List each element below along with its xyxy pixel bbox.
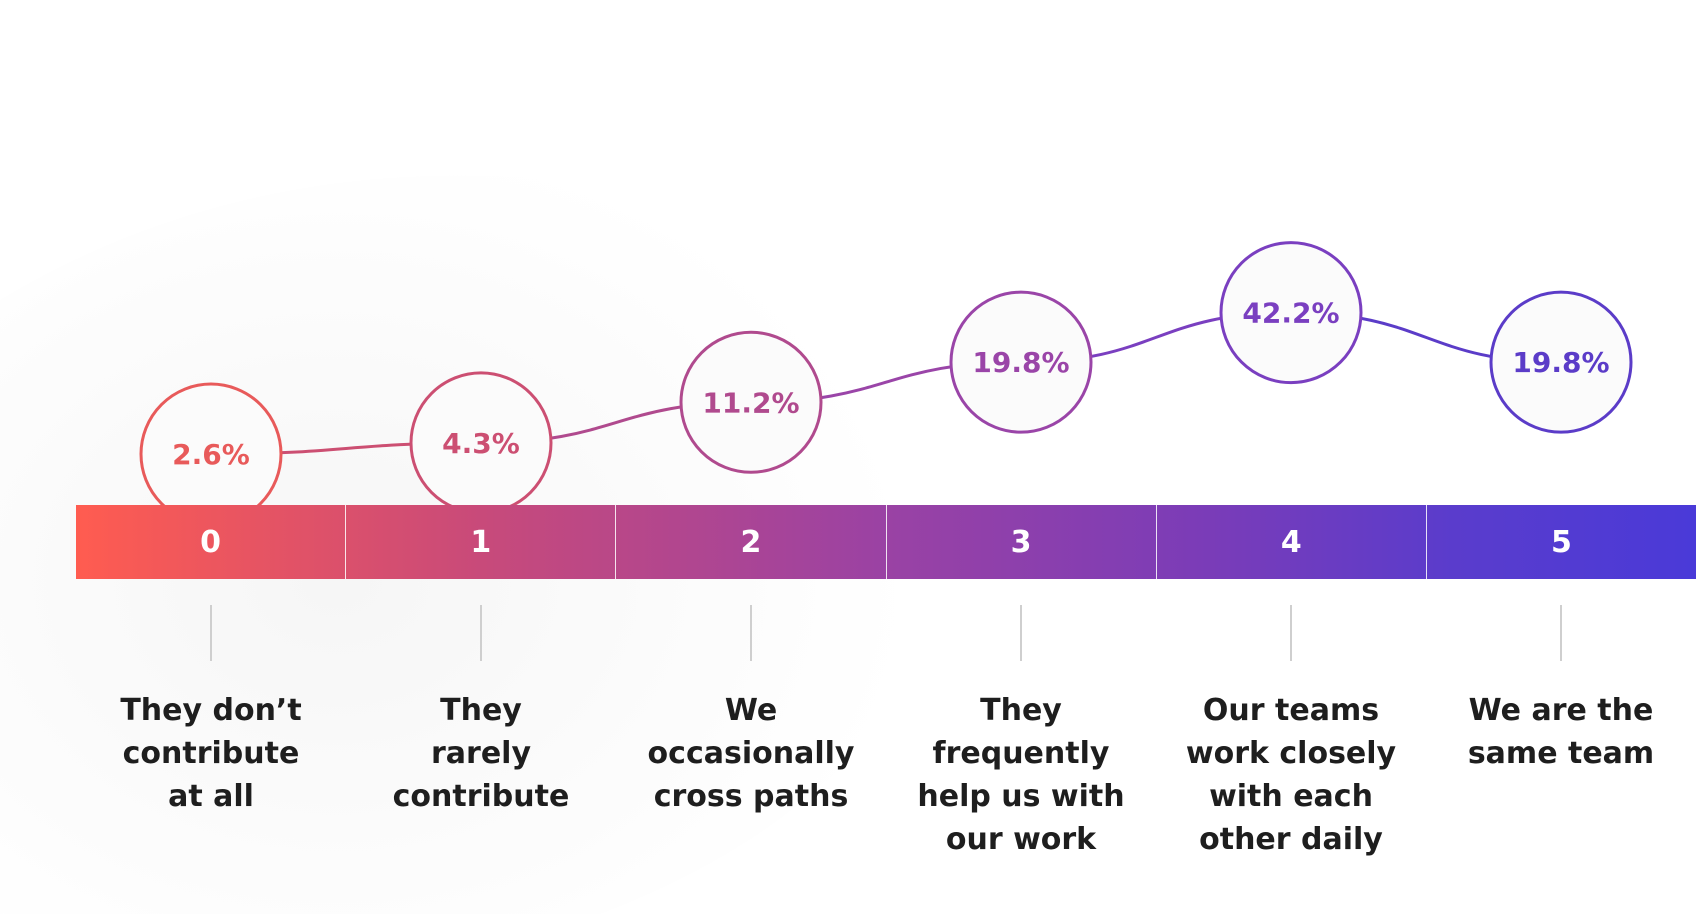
data-label: 2.6% bbox=[172, 438, 250, 471]
tick-line bbox=[1560, 605, 1562, 661]
tick-line bbox=[480, 605, 482, 661]
category-label-line: same team bbox=[1467, 736, 1655, 771]
scale-segment: 2 bbox=[615, 505, 885, 579]
data-label: 19.8% bbox=[972, 346, 1069, 379]
scale-segment: 0 bbox=[200, 524, 222, 560]
category-label-line: help us with bbox=[917, 779, 1125, 814]
category-label: They rarely contribute bbox=[371, 689, 591, 818]
category-labels: They don’t contribute at all They rarely cont… bbox=[76, 605, 1696, 861]
category-label-column: They frequently help us with our work bbox=[886, 605, 1156, 861]
category-label-line: with each bbox=[1209, 779, 1373, 814]
category-label-line: We bbox=[724, 693, 778, 728]
scale-segment: 4 bbox=[1155, 505, 1426, 579]
category-label-column: We are the same team bbox=[1426, 605, 1696, 861]
data-label: 42.2% bbox=[1242, 297, 1339, 330]
point-layer: 2.6% 4.3% 11.2% 19.8% 42.2% 19.8% bbox=[139, 241, 1633, 526]
category-label: They frequently help us with our work bbox=[911, 689, 1131, 861]
category-label: Our teams work closely with each other dail… bbox=[1181, 689, 1401, 861]
category-label-line: They bbox=[440, 693, 522, 728]
category-label-column: They don’t contribute at all bbox=[76, 605, 346, 861]
scale-segment: 5 bbox=[1425, 505, 1696, 579]
category-label-line: rarely bbox=[430, 736, 532, 771]
category-label-column: Our teams work closely with each other dail… bbox=[1156, 605, 1426, 861]
category-label-line: Our teams bbox=[1202, 693, 1380, 728]
category-label-line: other daily bbox=[1199, 822, 1383, 857]
data-point bbox=[1489, 290, 1633, 434]
data-point bbox=[679, 330, 823, 474]
category-label-line: We are the bbox=[1468, 693, 1654, 728]
data-point bbox=[949, 290, 1093, 434]
data-label: 11.2% bbox=[702, 386, 799, 419]
category-label-line: cross paths bbox=[653, 779, 849, 814]
category-label-line: our work bbox=[945, 822, 1097, 857]
category-label-line: frequently bbox=[932, 736, 1110, 771]
category-label-line: They don’t bbox=[120, 693, 302, 728]
category-label-line: contribute bbox=[392, 779, 570, 814]
category-label-line: work closely bbox=[1185, 736, 1397, 771]
category-label-column: They rarely contribute bbox=[346, 605, 616, 861]
category-label-line: occasionally bbox=[647, 736, 855, 771]
data-label: 19.8% bbox=[1512, 346, 1609, 379]
tick-line bbox=[1020, 605, 1022, 661]
category-label: They don’t contribute at all bbox=[101, 689, 321, 818]
category-label-line: They bbox=[980, 693, 1062, 728]
category-label-line: contribute bbox=[122, 736, 300, 771]
scale-segment: 1 bbox=[345, 505, 615, 579]
tick-line bbox=[1290, 605, 1292, 661]
data-label: 4.3% bbox=[442, 427, 520, 460]
category-label: We are the same team bbox=[1451, 689, 1671, 775]
tick-line bbox=[210, 605, 212, 661]
data-point bbox=[1219, 241, 1363, 385]
category-label-line: at all bbox=[168, 779, 254, 814]
scale-segment: 3 bbox=[885, 505, 1156, 579]
tick-line bbox=[750, 605, 752, 661]
category-label-column: We occasionally cross paths bbox=[616, 605, 886, 861]
category-label: We occasionally cross paths bbox=[641, 689, 861, 818]
